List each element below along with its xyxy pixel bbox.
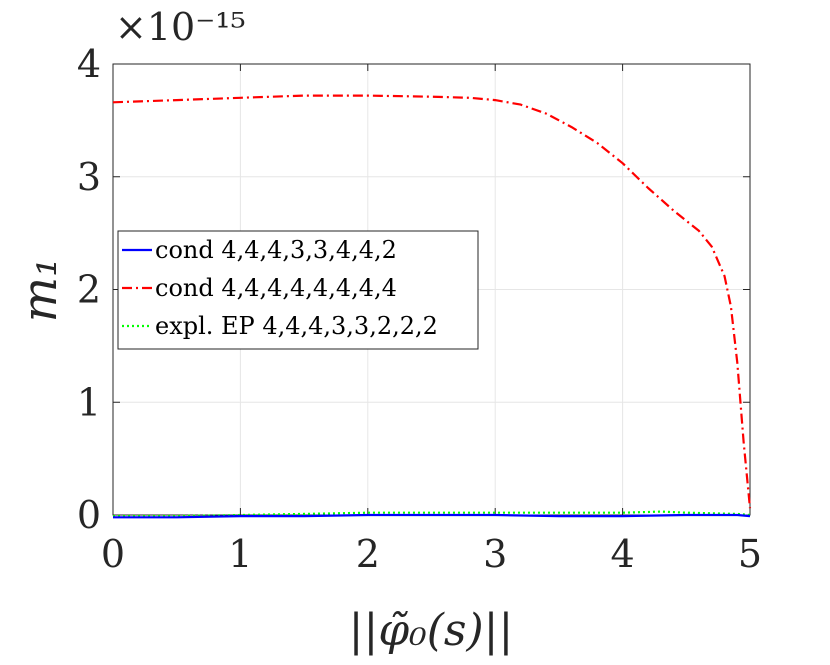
- y-tick-label: 4: [77, 42, 101, 86]
- y-tick-label: 1: [77, 380, 101, 424]
- series-line-2: [112, 94, 752, 509]
- x-tick-label: 4: [611, 532, 635, 576]
- legend-label-3: expl. EP 4,4,4,3,3,2,2,2: [155, 312, 438, 340]
- y-tick-label: 0: [77, 493, 101, 537]
- x-tick-label: 5: [738, 532, 762, 576]
- x-tick-label: 3: [483, 532, 507, 576]
- axis-ticks: 0 1 2 3 4 5 0 1 2 3 4: [77, 42, 762, 576]
- y-exponent-label: ×10⁻¹⁵: [115, 5, 246, 49]
- x-tick-label: 2: [356, 532, 380, 576]
- series-layer: [112, 94, 752, 519]
- legend-box: [117, 230, 479, 350]
- x-tick-label: 1: [228, 532, 252, 576]
- x-tick-label: 0: [101, 532, 125, 576]
- series-line-1: [113, 513, 751, 519]
- y-axis-label: m₁: [12, 258, 68, 323]
- y-tick-label: 3: [77, 155, 101, 199]
- legend-label-2: cond 4,4,4,4,4,4,4,4: [155, 274, 397, 302]
- y-tick-label: 2: [77, 268, 101, 312]
- x-axis-label: ||φ̃₀(s)||: [349, 605, 514, 656]
- legend-label-1: cond 4,4,4,3,3,4,4,2: [155, 236, 397, 264]
- legend: cond 4,4,4,3,3,4,4,2 cond 4,4,4,4,4,4,4,4…: [117, 230, 479, 350]
